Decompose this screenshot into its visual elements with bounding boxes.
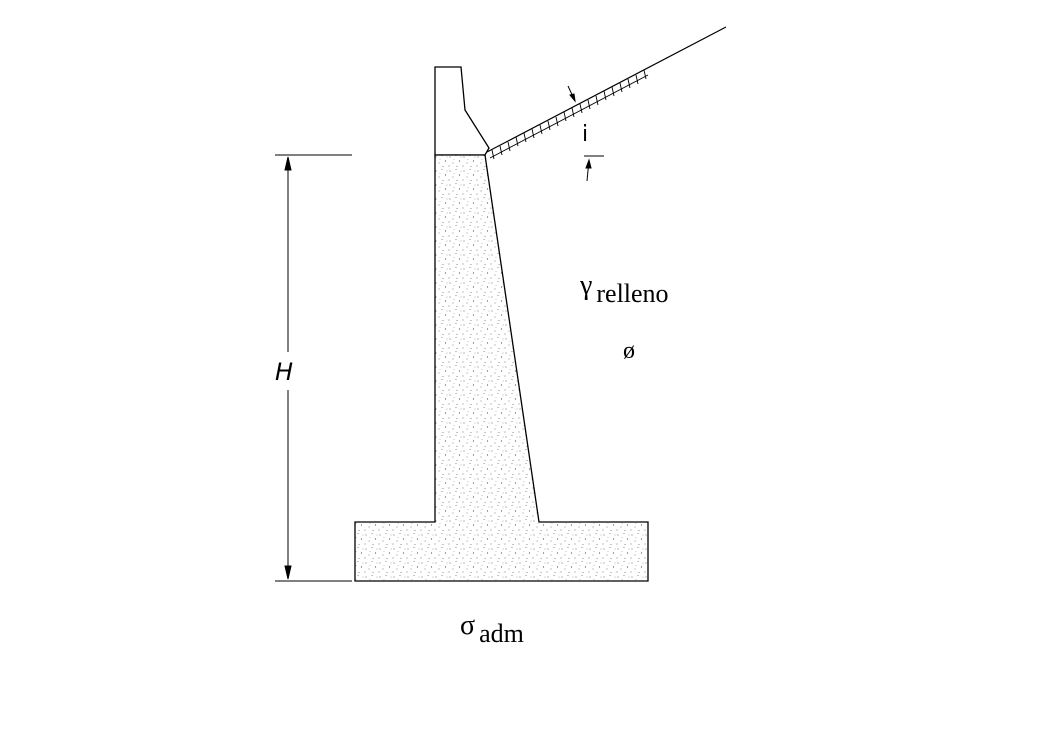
slope-angle-label: i [582, 122, 588, 147]
gamma-symbol: γ [579, 270, 592, 301]
friction-angle-label: ø [623, 338, 635, 364]
sigma-symbol: σ [460, 610, 475, 641]
height-dimension [275, 154, 352, 582]
fill-subscript: relleno [596, 279, 668, 308]
fill-unit-weight-label: γ relleno [579, 270, 669, 308]
slope-angle-marker [567, 85, 604, 182]
allowable-stress-label: σ adm [460, 610, 524, 648]
wall-body [354, 154, 649, 582]
parapet [434, 66, 490, 156]
backfill-slope-line [486, 26, 727, 153]
ground-hatching [489, 69, 649, 160]
height-label: H [275, 358, 293, 386]
stress-subscript: adm [479, 619, 524, 648]
